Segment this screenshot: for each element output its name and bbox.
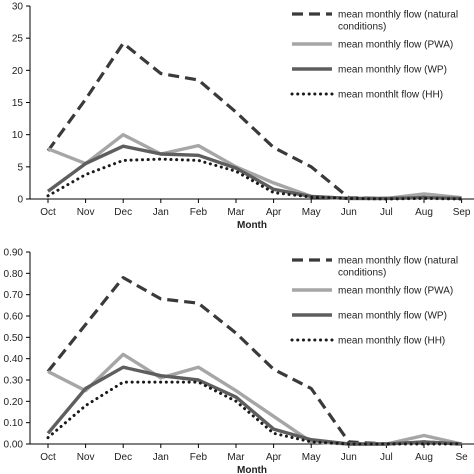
- x-tick-label: Aug: [415, 207, 433, 218]
- x-tick-label: Jun: [341, 207, 357, 218]
- y-tick-label: 15: [12, 98, 24, 109]
- panel-bottom-chart: 0.00 0.10 0.20 0.30 0.40 0.50 0.60 0.70 0.80 0.90…: [4, 248, 474, 474]
- legend-label: mean monthly flow (WP): [338, 311, 447, 322]
- legend-label: conditions): [338, 22, 386, 33]
- x-axis-label: Month: [237, 465, 267, 474]
- x-tick-label: Feb: [190, 452, 208, 463]
- x-tick-label: Jul: [380, 207, 393, 218]
- x-tick-label: Apr: [266, 207, 282, 218]
- y-tick-label: 5: [17, 162, 23, 173]
- x-tick-label: Apr: [266, 452, 282, 463]
- y-tick-label: 0.90: [4, 248, 24, 259]
- legend-label: mean monthly flow (HH): [338, 336, 445, 347]
- legend-label: mean monthly flow (PWA): [338, 40, 453, 51]
- x-tick-label: Jul: [380, 452, 393, 463]
- x-tick-label: Jan: [153, 207, 169, 218]
- x-tick-label: May: [302, 452, 321, 463]
- x-tick-label: Oct: [40, 452, 56, 463]
- y-tick-label: 0.50: [4, 333, 24, 344]
- x-tick-label: Aug: [415, 452, 433, 463]
- x-tick-label: Oct: [40, 207, 56, 218]
- x-tick-label: Mar: [227, 207, 245, 218]
- series-line-dark: [46, 365, 462, 446]
- y-tick-label: 0.80: [4, 269, 24, 280]
- x-tick-label: Jan: [153, 452, 169, 463]
- series-line-dashed: [46, 276, 462, 446]
- series-line-dashed: [46, 41, 462, 200]
- legend-label: mean monthly flow (natural: [338, 256, 458, 267]
- series-line-light: [47, 352, 462, 446]
- series-line-dark: [46, 144, 462, 201]
- legend-label: mean monthlt flow (HH): [338, 90, 443, 101]
- x-tick-label: Jun: [341, 452, 357, 463]
- y-tick-label: 30: [12, 2, 24, 13]
- legend-label: mean monthly flow (natural: [338, 10, 458, 21]
- y-tick-label: 0: [17, 195, 23, 206]
- y-tick-label: 0.60: [4, 312, 24, 323]
- x-tick-label: Mar: [227, 452, 245, 463]
- y-tick-label: 0.20: [4, 397, 24, 408]
- x-tick-label: Sep: [453, 207, 471, 218]
- panel-top-chart: 0 5 10 15 20 25 30 Oct Nov Dec Jan Feb Mar Apr May Jun J…: [12, 2, 474, 231]
- y-tick-label: 0.30: [4, 376, 24, 387]
- x-tick-label: Se: [455, 452, 468, 463]
- y-tick-label: 0.10: [4, 418, 24, 429]
- x-tick-label: Nov: [77, 452, 95, 463]
- x-tick-label: May: [302, 207, 321, 218]
- x-tick-label: Feb: [190, 207, 208, 218]
- x-axis-label: Month: [237, 220, 267, 231]
- y-tick-label: 25: [12, 34, 24, 45]
- y-tick-label: 10: [12, 130, 24, 141]
- y-tick-label: 0.40: [4, 354, 24, 365]
- y-tick-label: 20: [12, 66, 24, 77]
- x-tick-label: Dec: [114, 207, 132, 218]
- x-tick-label: Nov: [77, 207, 95, 218]
- series-line-dotted: [46, 157, 464, 201]
- legend-label: mean monthly flow (PWA): [338, 286, 453, 297]
- y-tick-label: 0.00: [4, 440, 24, 451]
- series-line-dotted: [46, 380, 464, 446]
- x-tick-label: Dec: [114, 452, 132, 463]
- y-tick-label: 0.70: [4, 290, 24, 301]
- legend-label: mean monthly flow (WP): [338, 65, 447, 76]
- legend-label: conditions): [338, 268, 386, 279]
